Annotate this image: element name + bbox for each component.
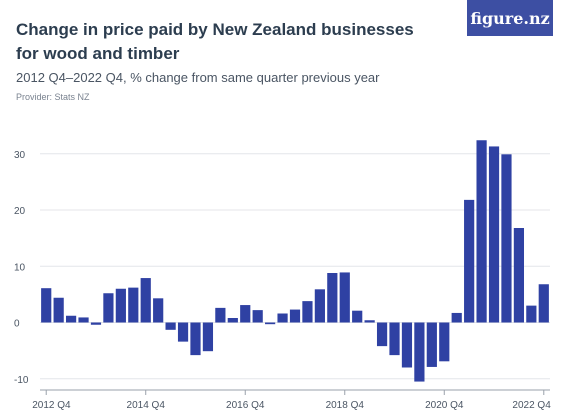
provider-label: Provider: Stats NZ: [16, 92, 90, 102]
bar: [215, 307, 226, 323]
bar: [376, 322, 388, 347]
x-tick-label: 2012 Q4: [32, 400, 71, 411]
y-tick-label: 20: [14, 206, 26, 217]
chart-title: Change in price paid by New Zealand busi…: [16, 20, 414, 63]
figure-nz-logo[interactable]: figure.nz: [467, 0, 553, 36]
y-tick-label: 30: [14, 150, 26, 161]
bar: [41, 288, 52, 323]
bar: [177, 322, 189, 342]
bar: [277, 313, 288, 323]
bar: [464, 199, 475, 323]
y-tick-label: -10: [14, 375, 29, 386]
bar: [289, 309, 301, 323]
bar: [265, 322, 276, 325]
x-axis: [40, 389, 550, 395]
bars: [41, 140, 549, 382]
bar: [488, 146, 500, 323]
bar: [476, 140, 487, 323]
bar: [327, 273, 338, 323]
bar: [65, 315, 77, 323]
x-tick-label: 2022 Q4: [512, 400, 551, 411]
y-tick-label: 10: [14, 262, 26, 273]
bar: [252, 310, 263, 323]
bar: [190, 322, 201, 356]
chart-subtitle: 2012 Q4–2022 Q4, % change from same quar…: [16, 70, 380, 85]
bar: [140, 278, 151, 323]
bar: [451, 312, 462, 323]
bar: [78, 317, 89, 323]
bar: [302, 301, 313, 323]
bar: [414, 322, 425, 382]
bar: [103, 293, 114, 323]
bar: [115, 288, 126, 323]
bar: [53, 297, 64, 323]
y-tick-labels: -10 0 10 20 30: [14, 150, 29, 386]
bar: [426, 322, 437, 367]
x-tick-label: 2020 Q4: [425, 400, 464, 411]
bar: [202, 322, 214, 352]
bar: [240, 305, 251, 323]
bar: [314, 289, 325, 323]
bar: [389, 322, 400, 356]
x-tick-label: 2014 Q4: [127, 400, 166, 411]
bar: [538, 284, 549, 323]
bar: [90, 322, 102, 325]
bar: [153, 298, 164, 323]
bar: [501, 154, 512, 323]
y-tick-label: 0: [14, 319, 20, 330]
bar: [165, 322, 176, 330]
x-tick-label: 2016 Q4: [226, 400, 265, 411]
bar: [128, 287, 139, 323]
bar: [513, 228, 525, 323]
bar: [401, 322, 413, 368]
x-tick-label: 2018 Q4: [326, 400, 365, 411]
bar: [352, 310, 363, 323]
x-tick-labels: 2012 Q4 2014 Q4 2016 Q4 2018 Q4 2020 Q4 2022 …: [32, 400, 551, 411]
bar: [339, 272, 350, 323]
bar: [439, 322, 450, 362]
bar: [227, 318, 238, 323]
bar: [526, 305, 537, 323]
bar: [364, 320, 375, 323]
